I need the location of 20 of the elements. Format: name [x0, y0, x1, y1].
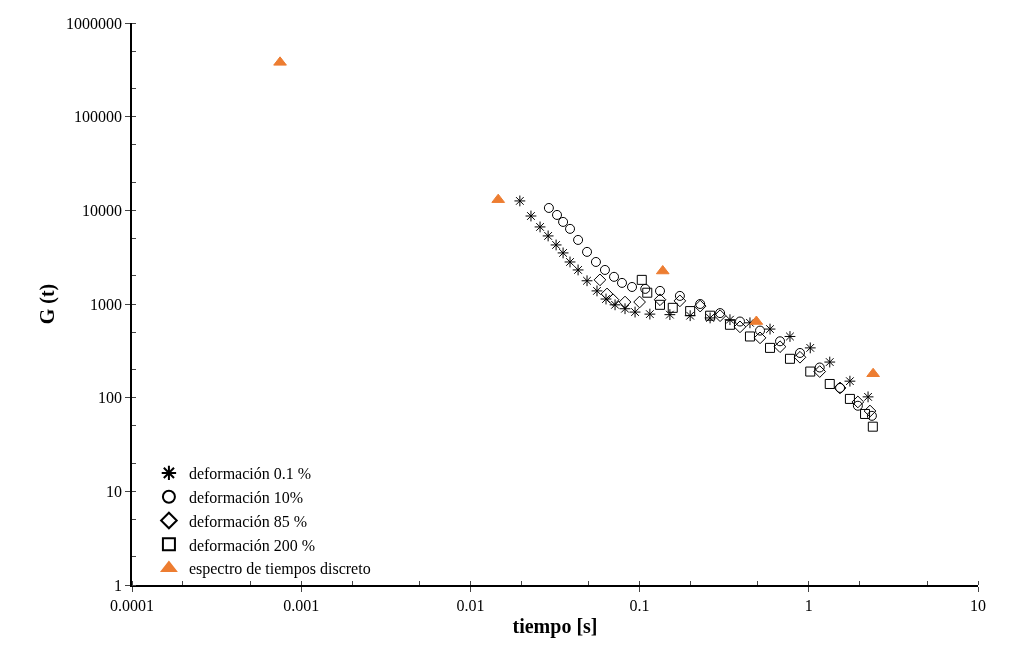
legend-label: deformación 85 %	[188, 512, 308, 530]
legend-label: deformación 200 %	[188, 536, 316, 554]
x-tick-label: 0.1	[629, 596, 650, 614]
x-tick-label: 0.001	[283, 596, 320, 614]
y-tick-label: 10000	[82, 201, 123, 219]
legend-label: espectro de tiempos discreto	[188, 560, 371, 579]
y-tick-label: 10	[106, 482, 123, 500]
legend-label: deformación 0.1 %	[188, 465, 312, 483]
y-axis-title: G (t)	[36, 283, 60, 325]
x-tick-label: 0.01	[456, 596, 485, 614]
x-axis-title: tiempo [s]	[512, 614, 598, 638]
y-tick-label: 1000	[90, 295, 123, 313]
y-tick-label: 100000	[74, 108, 123, 126]
y-tick-label: 1000000	[66, 14, 123, 32]
x-tick-label: 10	[970, 596, 986, 614]
x-tick-label: 1	[804, 596, 813, 614]
y-tick-label: 100	[98, 389, 123, 407]
x-tick-label: 0.0001	[110, 596, 154, 614]
legend-label: deformación 10%	[188, 488, 304, 506]
y-tick-label: 1	[114, 576, 123, 594]
